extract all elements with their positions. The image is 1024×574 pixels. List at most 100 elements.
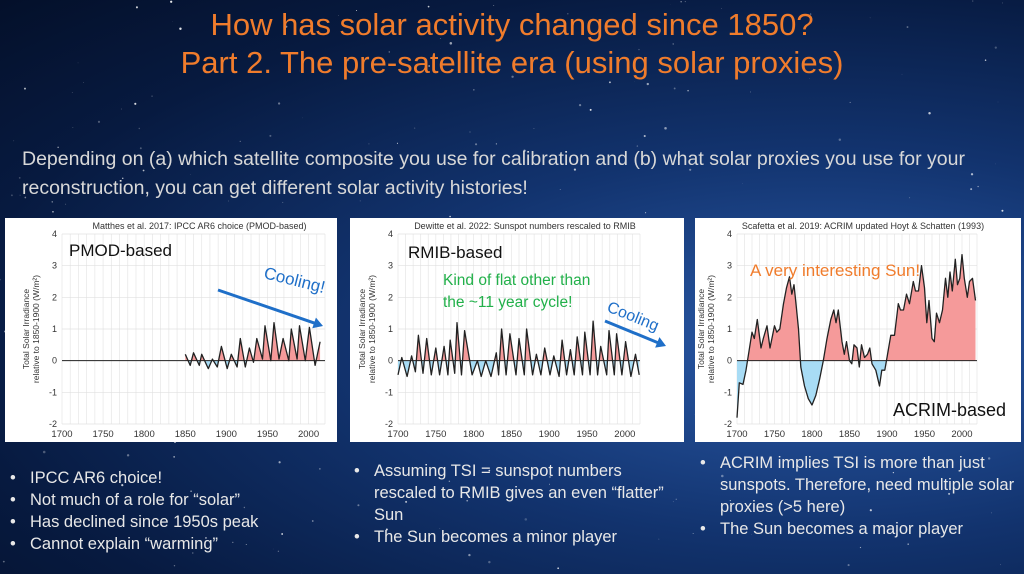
bullet: The Sun becomes a minor player: [352, 526, 672, 548]
x-tick-label: 2000: [951, 429, 972, 440]
star: [664, 126, 667, 130]
bullet: Assuming TSI = sunspot numbers rescaled …: [352, 460, 672, 526]
star: [838, 138, 842, 141]
x-tick-label: 1750: [93, 429, 114, 440]
star: [672, 501, 674, 503]
bullet: Cannot explain “warming”: [8, 533, 338, 555]
star: [984, 59, 987, 61]
star: [57, 146, 59, 149]
star: [228, 200, 229, 202]
star: [24, 196, 27, 199]
y-tick-label: 4: [727, 229, 732, 239]
star: [173, 565, 176, 567]
star: [972, 0, 974, 2]
star: [396, 142, 398, 144]
bullets-acrim: ACRIM implies TSI is more than just suns…: [698, 452, 1020, 540]
annotation-text: the ~11 year cycle!: [443, 294, 572, 311]
star: [135, 6, 138, 9]
star: [278, 461, 281, 464]
star: [645, 212, 647, 214]
star: [684, 1, 686, 3]
star: [689, 168, 692, 171]
y-axis-label-line: Total Solar Irradiance: [357, 289, 367, 370]
arrowhead-icon: [312, 317, 323, 329]
star: [173, 456, 175, 458]
star: [533, 127, 535, 129]
star: [428, 65, 430, 67]
y-tick-label: 0: [52, 356, 57, 366]
y-tick-label: -2: [724, 419, 732, 429]
star: [643, 135, 646, 138]
bullets-pmod: IPCC AR6 choice! Not much of a role for …: [8, 467, 338, 555]
x-tick-label: 1700: [51, 429, 72, 440]
star: [269, 134, 272, 137]
star: [511, 75, 514, 78]
star: [977, 185, 979, 188]
star: [997, 101, 999, 103]
y-axis-label: Total Solar Irradiancerelative to 1850-1…: [696, 275, 716, 383]
star: [427, 5, 430, 8]
x-tick-label: 1950: [257, 429, 278, 440]
y-axis-label-line: relative to 1850-1900 (W/m²): [367, 275, 377, 383]
star: [388, 51, 391, 53]
title-line-2: Part 2. The pre-satellite era (using sol…: [180, 45, 844, 80]
star: [0, 278, 1, 281]
star: [906, 26, 909, 28]
arrow-icon: [604, 319, 660, 345]
star: [901, 73, 903, 75]
star: [573, 168, 577, 171]
annotation-text: Cooling: [605, 299, 662, 335]
star: [847, 564, 850, 567]
y-axis-label-line: Total Solar Irradiance: [696, 289, 706, 370]
star: [1000, 564, 1002, 566]
slide-subtitle: Depending on (a) which satellite composi…: [22, 148, 965, 199]
x-tick-label: 1850: [175, 429, 196, 440]
star: [928, 112, 931, 115]
y-tick-label: 0: [388, 356, 393, 366]
star: [687, 89, 689, 92]
star: [439, 38, 441, 39]
chart-label: PMOD-based: [69, 241, 172, 260]
y-tick-label: 1: [388, 324, 393, 334]
series-line: [397, 320, 640, 378]
star: [285, 25, 288, 28]
star: [557, 567, 560, 570]
y-tick-label: -1: [385, 387, 393, 397]
star: [672, 43, 674, 45]
annotation-text: A very interesting Sun!: [750, 261, 920, 280]
x-tick-label: 1700: [387, 429, 408, 440]
bullet: The Sun becomes a major player: [698, 518, 1020, 540]
series-line: [184, 322, 321, 370]
x-tick-label: 1950: [914, 429, 935, 440]
x-tick-label: 1800: [801, 429, 822, 440]
x-tick-label: 1750: [764, 429, 785, 440]
star: [680, 1, 682, 3]
bullet: IPCC AR6 choice!: [8, 467, 338, 489]
star: [24, 87, 26, 90]
x-tick-label: 1900: [539, 429, 560, 440]
star: [488, 560, 491, 564]
y-tick-label: 4: [388, 229, 393, 239]
star: [51, 201, 53, 203]
star: [239, 140, 241, 143]
y-tick-label: 3: [727, 261, 732, 271]
chart-title: Dewitte et al. 2022: Sunspot numbers res…: [414, 221, 636, 231]
x-tick-label: 2000: [614, 429, 635, 440]
bullet: Not much of a role for “solar”: [8, 489, 338, 511]
star: [77, 62, 79, 64]
star: [406, 154, 409, 157]
y-tick-label: 3: [388, 261, 393, 271]
star: [52, 211, 54, 213]
y-axis-label-line: Total Solar Irradiance: [21, 289, 31, 370]
star: [578, 104, 582, 107]
star: [97, 120, 101, 123]
chart-label: ACRIM-based: [893, 400, 1006, 420]
bullet: Has declined since 1950s peak: [8, 511, 338, 533]
star: [142, 169, 145, 172]
star: [493, 4, 495, 6]
y-axis-label: Total Solar Irradiancerelative to 1850-1…: [21, 275, 41, 383]
star: [72, 126, 74, 128]
star: [355, 10, 357, 11]
star: [19, 194, 21, 196]
y-tick-label: 1: [52, 324, 57, 334]
